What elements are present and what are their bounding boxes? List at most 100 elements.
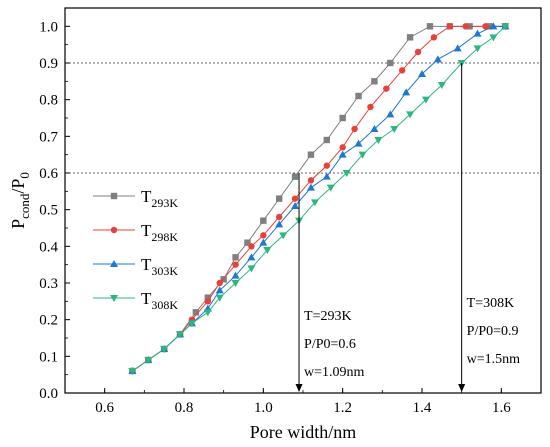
data-point [414,48,422,56]
data-point [203,309,212,317]
data-point [276,195,283,202]
legend-item-293K: T293K [93,187,178,210]
annotation-text: w=1.5nm [467,352,521,367]
x-tick-label: 1.2 [333,400,352,416]
annotations: T=293K P/P0=0.6 w=1.09nm T=308K P/P0=0.9 w=1.… [295,63,520,392]
data-point [406,34,414,41]
data-point [128,368,137,375]
legend-marker [110,295,118,302]
data-point [215,286,224,294]
annotation-text: T=293K [304,309,352,324]
x-tick-label: 1.0 [254,400,273,416]
y-tick-label: 0.8 [39,93,58,109]
data-point [367,103,374,111]
data-point [453,44,462,52]
data-point [306,183,315,191]
data-point [291,173,299,180]
data-point [402,88,411,96]
legend-item-298K: T298K [93,221,178,244]
y-tick-label: 0.0 [39,386,58,402]
data-point [307,177,315,184]
data-point [473,29,482,37]
data-point [247,253,256,261]
annotation-text: w=1.09nm [304,365,365,380]
annotation-text: P/P0=0.9 [467,324,519,339]
annotation-1: T=308K P/P0=0.9 w=1.5nm [458,63,520,392]
data-point [355,92,362,100]
data-point [322,172,331,180]
data-point [187,320,196,328]
data-point [232,254,239,261]
data-point [144,357,153,364]
y-tick-label: 0.2 [39,313,58,329]
legend-label: T293K [141,187,178,210]
data-point [501,23,510,31]
data-point [482,23,489,30]
annotation-0: T=293K P/P0=0.6 w=1.09nm [295,173,365,392]
x-tick-label: 1.6 [492,400,511,416]
data-point [291,202,300,209]
legend-marker [110,260,118,267]
data-point [204,298,211,305]
data-point [259,238,268,246]
series-layer [128,22,510,375]
x-axis-title: Pore width/nm [250,422,357,442]
data-point [263,247,272,254]
data-point [276,213,283,221]
y-axis-title: Pcond/P0 [8,172,32,229]
data-point [323,162,330,169]
data-point [307,151,315,158]
data-point [433,55,442,63]
y-tick-label: 0.9 [39,56,58,72]
data-point [310,199,319,207]
data-point [326,184,335,192]
y-tick-label: 0.3 [39,276,58,292]
y-tick-label: 0.4 [39,239,58,255]
y-tick-label: 0.7 [39,129,58,145]
data-point [232,261,239,268]
data-point [279,232,288,240]
x-tick-label: 0.8 [175,400,194,416]
data-point [339,114,346,122]
data-point [374,137,383,144]
data-point [390,126,399,133]
data-point [231,280,240,287]
data-point [430,34,438,41]
data-point [489,34,498,42]
legend-label: T298K [141,221,178,244]
legend-label: T308K [141,289,178,312]
data-point [260,217,267,224]
y-tick-label: 0.6 [39,166,58,182]
y-tick-label: 0.5 [39,203,58,219]
data-point [387,59,394,67]
data-point [220,276,227,283]
arrow-head [458,384,466,392]
annotation-text: P/P0=0.6 [304,337,356,352]
legend-label: T303K [141,255,178,278]
y-tick-label: 0.1 [39,349,58,365]
reference-lines [65,62,541,174]
data-point [339,144,346,151]
data-point [358,151,367,159]
data-point [462,23,469,30]
data-point [231,271,240,279]
data-point [260,232,267,239]
x-tick-label: 1.4 [413,400,432,416]
data-point [204,294,211,301]
data-point [244,239,251,246]
data-point [426,23,434,30]
data-point [160,346,169,353]
arrow-head [295,384,303,392]
data-point [418,70,426,77]
x-tick-label: 0.6 [95,400,114,416]
data-point [354,139,363,147]
data-point [398,67,406,74]
data-point [370,125,379,132]
data-point [176,331,185,339]
data-point [248,243,255,250]
data-point [275,220,284,228]
data-point [437,82,446,89]
data-point [386,110,395,118]
legend-item-308K: T308K [93,289,178,312]
